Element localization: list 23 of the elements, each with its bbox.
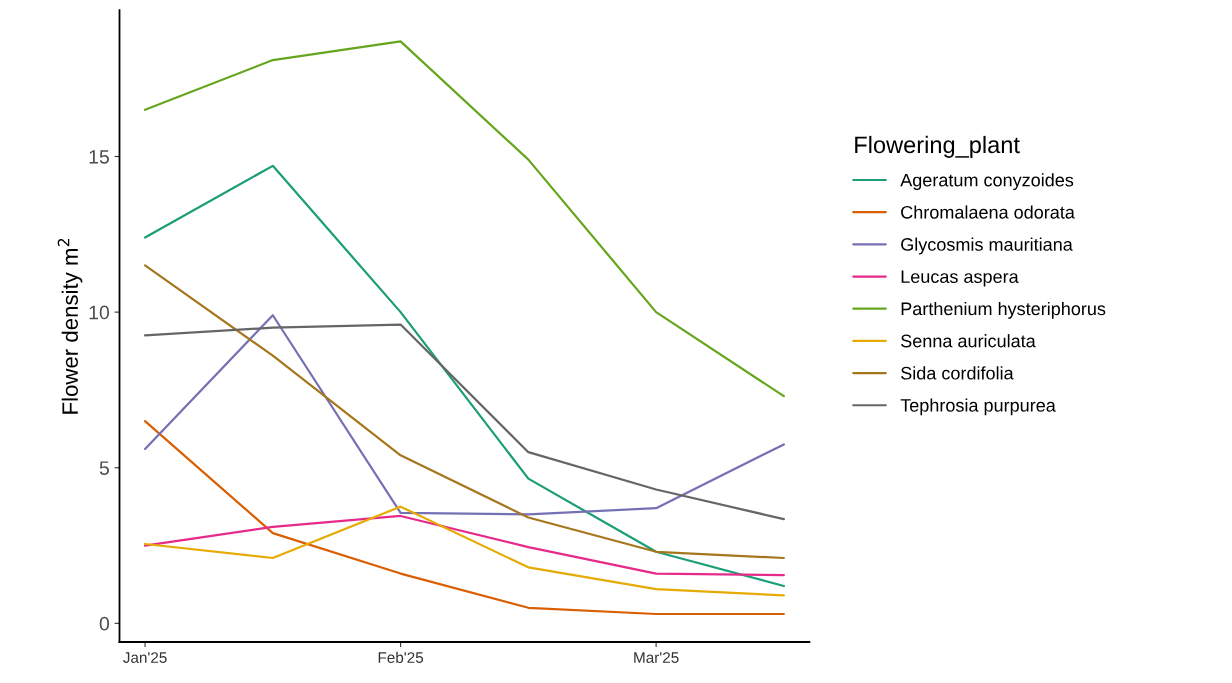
x-tick-label: Mar'25 [634,652,679,663]
legend-title: Flowering_plant [855,135,1020,158]
line-series [143,505,785,597]
x-tick-label: Feb'25 [378,651,424,663]
line-series [143,40,785,398]
y-tick-label: 10 [89,305,110,320]
legend-label: Sida cordifolia [901,366,1014,380]
legend-label: Chromalaena odorata [901,205,1075,219]
y-tick-label: 0 [99,616,110,631]
legend-label: Tephrosia purpurea [900,398,1056,416]
x-tick-label: Jan'25 [123,652,167,663]
legend-label: Leucas aspera [901,270,1019,287]
legend-label: Ageratum conyzoides [900,173,1074,191]
line-series [143,514,785,577]
legend-label: Parthenium hysteriphorus [901,301,1106,319]
y-tick-label: 5 [99,461,109,475]
line-series [143,264,785,560]
line-series [143,419,785,616]
y-tick-label: 15 [89,150,109,164]
legend-label: Glycosmis mauritiana [901,237,1073,255]
y-axis-title: Flower density m$^{2}$ [57,238,83,414]
legend-label: Senna auriculata [901,334,1036,348]
line-series [143,164,785,588]
